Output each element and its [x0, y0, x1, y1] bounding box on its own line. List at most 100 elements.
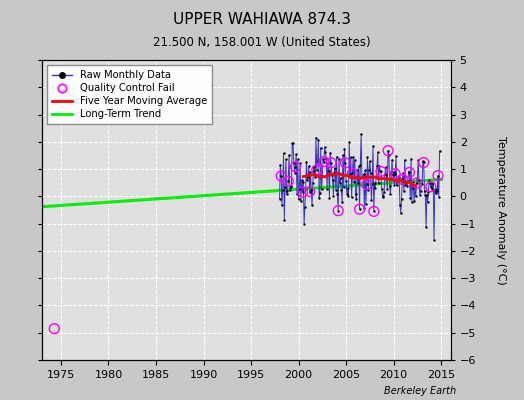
Point	[278, 202, 286, 208]
Point	[328, 172, 336, 178]
Point	[276, 161, 285, 168]
Point	[416, 192, 424, 198]
Point	[308, 202, 316, 208]
Point	[290, 159, 298, 166]
Point	[334, 208, 342, 214]
Point	[392, 153, 400, 159]
Point	[303, 177, 311, 184]
Point	[391, 170, 399, 177]
Point	[360, 204, 368, 211]
Point	[341, 160, 350, 166]
Point	[352, 196, 361, 202]
Point	[413, 175, 422, 181]
Point	[282, 156, 290, 162]
Point	[429, 180, 438, 186]
Point	[307, 187, 315, 194]
Point	[321, 148, 330, 155]
Point	[324, 168, 333, 174]
Point	[293, 191, 301, 197]
Point	[287, 184, 295, 190]
Point	[279, 187, 287, 193]
Point	[421, 191, 430, 198]
Point	[300, 220, 308, 227]
Point	[302, 159, 311, 166]
Point	[412, 180, 421, 186]
Point	[392, 182, 401, 188]
Point	[285, 152, 293, 158]
Point	[296, 160, 304, 166]
Point	[377, 168, 385, 175]
Point	[425, 176, 433, 183]
Point	[395, 174, 403, 180]
Point	[306, 169, 314, 176]
Point	[297, 198, 305, 205]
Point	[364, 186, 373, 193]
Point	[282, 191, 291, 197]
Point	[375, 162, 384, 169]
Point	[410, 198, 418, 204]
Point	[284, 178, 292, 184]
Point	[340, 146, 348, 152]
Point	[277, 173, 286, 179]
Point	[319, 156, 328, 162]
Point	[428, 185, 436, 192]
Point	[383, 186, 391, 192]
Point	[279, 150, 288, 156]
Point	[369, 143, 377, 149]
Point	[341, 160, 350, 166]
Point	[286, 187, 294, 193]
Point	[348, 170, 357, 177]
Point	[316, 190, 324, 197]
Point	[356, 162, 365, 168]
Point	[350, 179, 358, 185]
Point	[358, 173, 367, 180]
Point	[345, 139, 354, 145]
Point	[373, 163, 381, 170]
Point	[322, 156, 331, 162]
Point	[298, 189, 307, 195]
Point	[434, 194, 443, 200]
Point	[383, 172, 391, 178]
Point	[423, 192, 431, 198]
Point	[412, 180, 421, 186]
Point	[320, 158, 328, 165]
Point	[313, 167, 321, 173]
Point	[337, 186, 345, 193]
Point	[391, 170, 399, 177]
Point	[320, 158, 328, 165]
Point	[310, 168, 319, 174]
Text: Berkeley Earth: Berkeley Earth	[384, 386, 456, 396]
Point	[283, 188, 292, 194]
Point	[357, 131, 365, 138]
Point	[411, 182, 419, 188]
Point	[377, 168, 385, 175]
Point	[329, 176, 337, 183]
Point	[398, 176, 407, 183]
Point	[376, 168, 384, 174]
Point	[406, 195, 414, 201]
Point	[394, 174, 402, 181]
Point	[397, 196, 406, 202]
Point	[384, 147, 392, 154]
Point	[327, 160, 335, 166]
Point	[422, 224, 430, 231]
Point	[294, 196, 303, 202]
Point	[355, 163, 363, 170]
Point	[339, 152, 347, 159]
Point	[291, 164, 300, 170]
Point	[426, 180, 434, 186]
Point	[333, 191, 342, 197]
Point	[305, 188, 314, 195]
Point	[316, 145, 325, 151]
Point	[428, 180, 436, 186]
Point	[295, 186, 303, 192]
Point	[400, 157, 409, 163]
Point	[401, 182, 410, 188]
Point	[405, 168, 413, 175]
Point	[385, 152, 393, 159]
Point	[355, 206, 364, 212]
Point	[431, 186, 440, 192]
Point	[398, 176, 407, 183]
Point	[275, 196, 283, 202]
Point	[353, 167, 362, 174]
